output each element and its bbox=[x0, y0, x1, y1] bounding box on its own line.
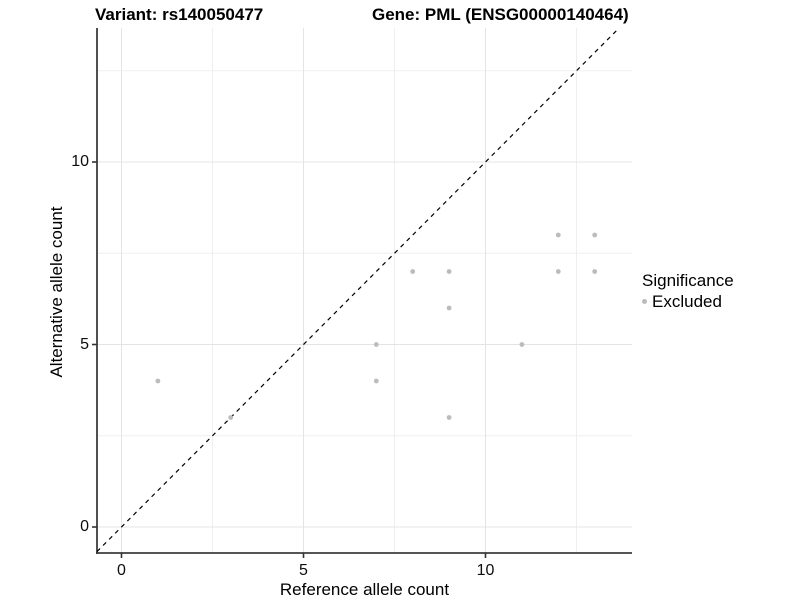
identity-line bbox=[96, 27, 620, 552]
gene-title: Gene: PML (ENSG00000140464) bbox=[372, 5, 629, 24]
data-point bbox=[373, 342, 379, 347]
legend-items: Excluded bbox=[638, 292, 734, 311]
data-point bbox=[446, 269, 452, 274]
data-point bbox=[228, 415, 234, 420]
legend-title: Significance bbox=[642, 271, 734, 290]
data-point bbox=[410, 269, 416, 274]
y-tick-label: 0 bbox=[80, 518, 89, 535]
legend-key bbox=[638, 299, 651, 304]
variant-title: Variant: rs140050477 bbox=[95, 5, 264, 24]
data-point bbox=[555, 232, 561, 238]
x-tick-label: 5 bbox=[299, 562, 308, 579]
legend-point-icon bbox=[642, 299, 647, 304]
data-point bbox=[373, 378, 379, 384]
data-point bbox=[155, 378, 161, 384]
data-point bbox=[592, 269, 598, 274]
y-tick-label: 5 bbox=[80, 335, 89, 353]
y-tick-label: 10 bbox=[71, 153, 89, 170]
y-axis-title: Alternative allele count bbox=[47, 206, 66, 378]
x-axis-title: Reference allele count bbox=[279, 580, 450, 599]
x-tick-label: 10 bbox=[476, 562, 495, 579]
legend: Significance Excluded bbox=[638, 271, 734, 311]
data-point bbox=[519, 342, 525, 347]
x-tick-label: 0 bbox=[117, 562, 126, 579]
data-point bbox=[446, 415, 452, 420]
data-point bbox=[592, 232, 598, 238]
legend-item-label: Excluded bbox=[652, 291, 722, 311]
data-point bbox=[555, 269, 561, 274]
legend-item: Excluded bbox=[638, 292, 734, 311]
data-point bbox=[446, 305, 452, 311]
